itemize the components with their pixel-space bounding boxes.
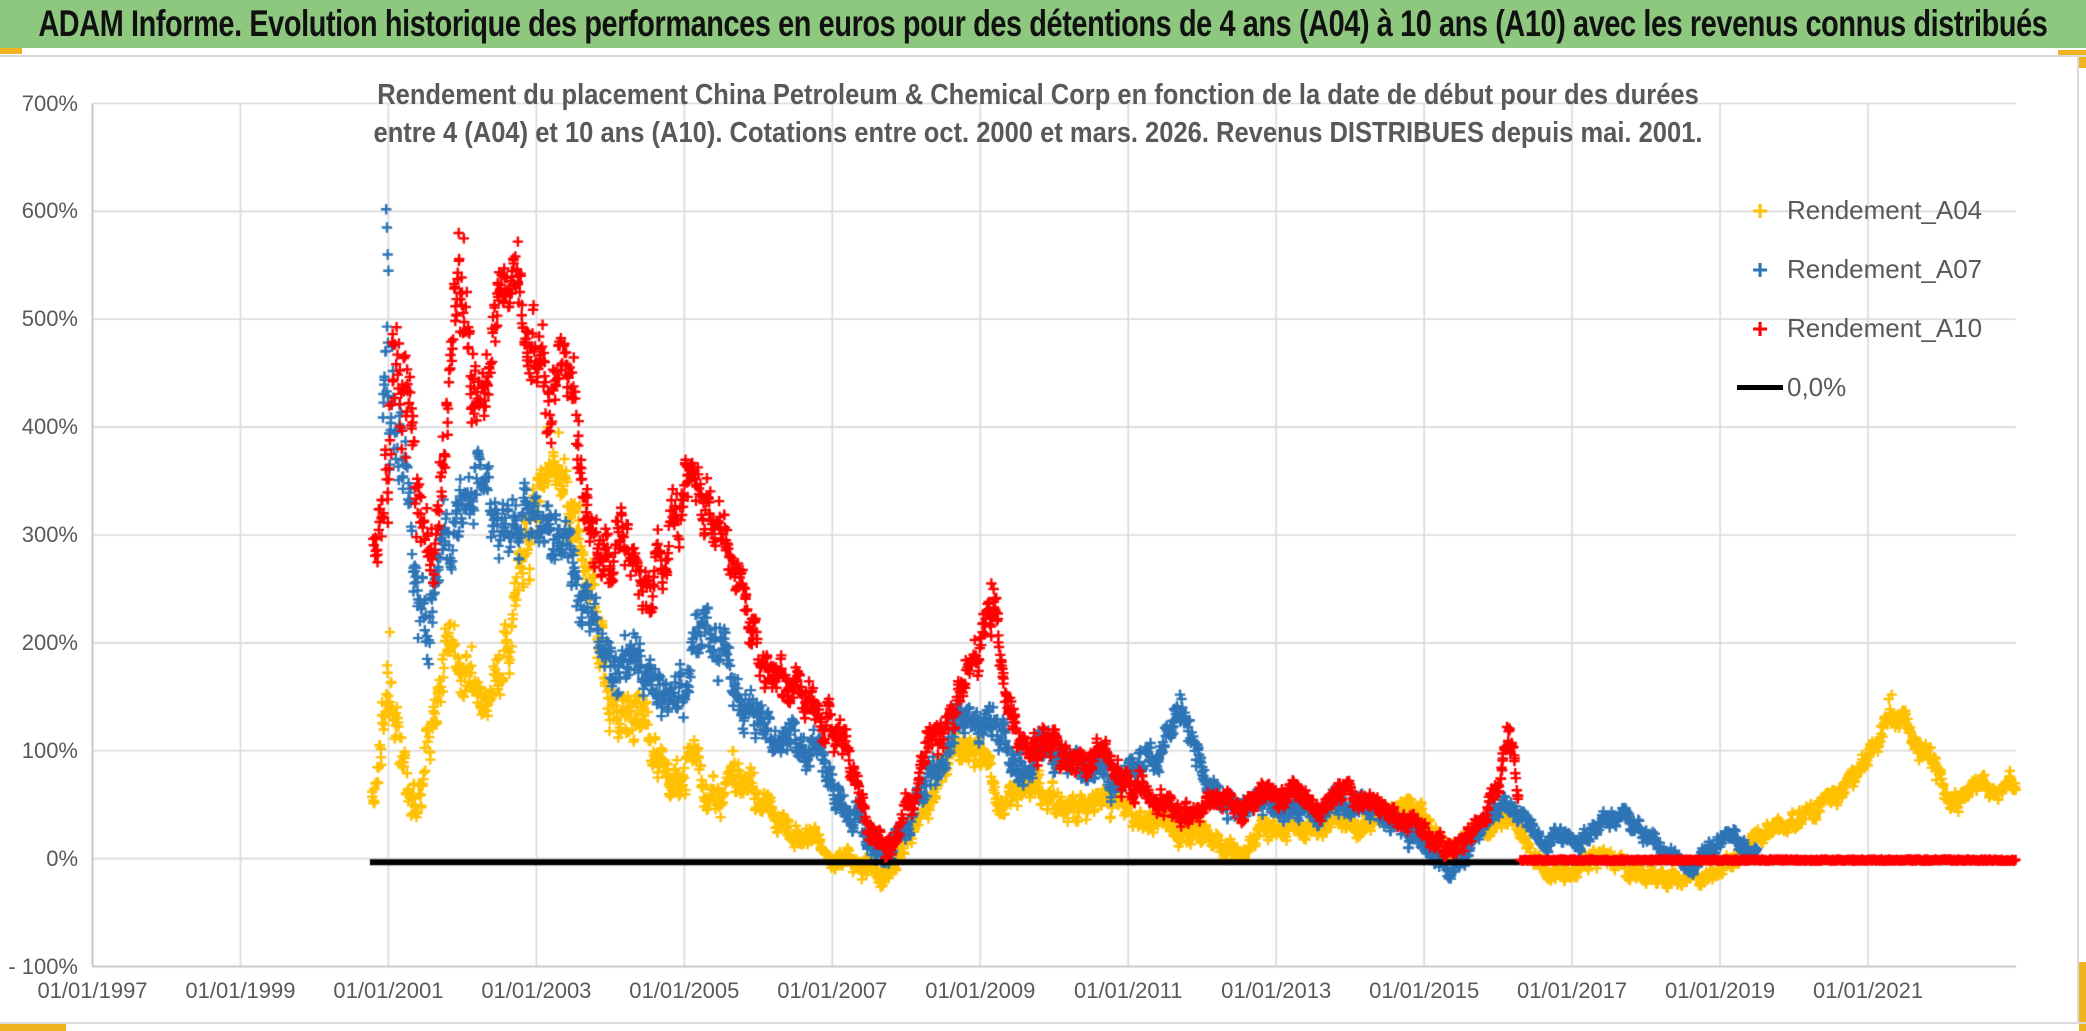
chart-legend: + Rendement_A04 + Rendement_A07 + Rendement_A… [1737,181,1982,417]
x-axis-tick-label: 01/01/2021 [1812,978,1924,1003]
x-axis-tick-label: 01/01/2015 [1369,978,1480,1003]
y-axis-tick-label: 600% [21,198,78,224]
y-axis-tick-label: - 100% [8,953,78,979]
x-axis-tick-label: 01/01/2019 [1665,978,1776,1003]
legend-item-rendement-a07[interactable]: + Rendement_A07 [1737,240,1982,299]
legend-plus-marker: + [1751,194,1769,226]
x-axis-tick-label: 01/01/2011 [1073,978,1183,1003]
chart-title-line-2: entre 4 (A04) et 10 ans (A10). Cotations… [373,117,1703,149]
y-axis-tick-label: 700% [21,90,78,116]
legend-item-rendement-a10[interactable]: + Rendement_A10 [1737,299,1982,358]
x-axis-tick-label: 01/01/2003 [481,978,592,1003]
y-axis-tick-label: 0% [46,845,78,871]
legend-line-sample [1737,385,1783,390]
y-axis-tick-label: 400% [21,414,78,440]
x-axis-tick-label: 01/01/1999 [185,978,296,1003]
legend-label: Rendement_A10 [1787,313,1983,343]
legend-plus-marker: + [1751,253,1769,285]
legend-label: 0,0% [1787,372,1847,402]
x-axis-tick-label: 01/01/2013 [1221,978,1332,1003]
legend-label: Rendement_A07 [1787,254,1983,284]
x-axis-tick-label: 01/01/2005 [629,978,740,1003]
y-axis-tick-label: 100% [21,737,78,763]
chart-title-line-1: Rendement du placement China Petroleum &… [377,79,1699,111]
x-axis-tick-label: 01/01/1997 [37,978,148,1003]
x-axis-tick-label: 01/01/2007 [777,978,888,1003]
x-axis-tick-label: 01/01/2009 [925,978,1036,1003]
y-axis-tick-label: 200% [21,629,78,655]
legend-plus-marker: + [1751,312,1769,344]
x-axis-tick-label: 01/01/2017 [1517,978,1628,1003]
legend-item-0-0-[interactable]: 0,0% [1737,358,1982,417]
legend-label: Rendement_A04 [1787,195,1983,225]
y-axis-tick-label: 300% [21,522,78,547]
legend-item-rendement-a04[interactable]: + Rendement_A04 [1737,181,1982,240]
chart-title: Rendement du placement China Petroleum &… [93,76,1983,152]
y-axis-tick-label: 500% [21,306,78,332]
x-axis-tick-label: 01/01/2001 [333,978,444,1003]
